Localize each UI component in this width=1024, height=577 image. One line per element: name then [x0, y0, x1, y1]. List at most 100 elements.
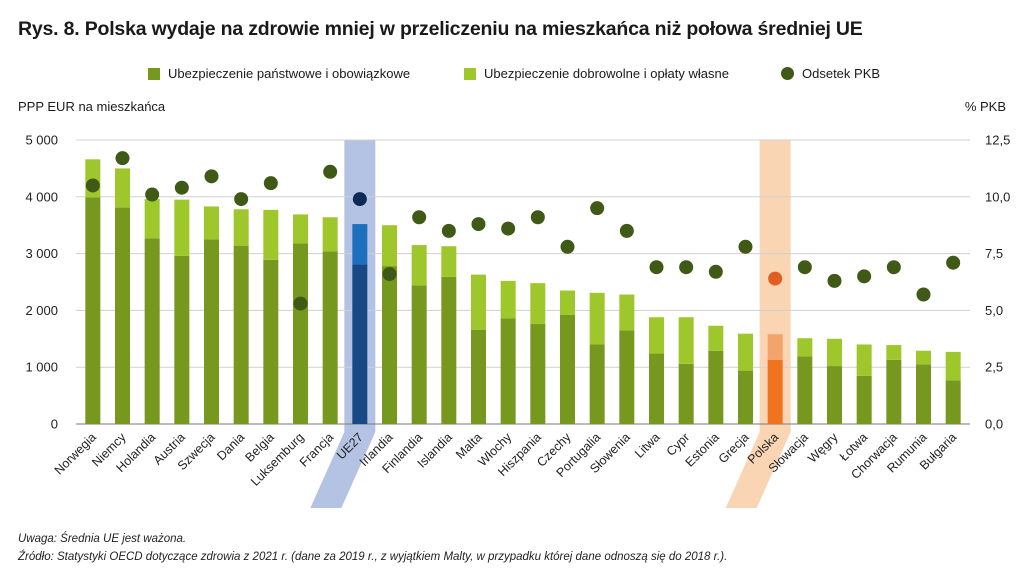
x-tick-label: Węgry [805, 430, 841, 466]
bar-voluntary [945, 351, 961, 381]
bar-public [263, 259, 279, 424]
legend-item-public: Ubezpieczenie państwowe i obowiązkowe [148, 66, 410, 81]
bar-public [115, 207, 130, 424]
bar-voluntary [293, 214, 308, 244]
bar-voluntary [352, 224, 368, 265]
y2-tick-label: 7,5 [985, 246, 1003, 261]
point-gdp [412, 210, 427, 225]
point-gdp [174, 180, 189, 195]
note-source: Źródło: Statystyki OECD dotyczące zdrowi… [18, 551, 728, 563]
bar-voluntary [797, 338, 813, 357]
y2-tick-label: 2,5 [985, 360, 1003, 375]
bar-public [293, 243, 308, 424]
bar-public [560, 314, 575, 424]
bar-voluntary [916, 350, 931, 365]
y2-tick-label: 5,0 [985, 303, 1003, 318]
point-gdp [797, 260, 812, 275]
y-tick-label: 5 000 [25, 133, 58, 148]
bar-voluntary [589, 292, 605, 345]
bar-voluntary [619, 294, 635, 331]
point-gdp [708, 264, 723, 279]
bar-public [322, 251, 338, 424]
bar-voluntary [233, 209, 249, 246]
legend-swatch-voluntary [464, 67, 476, 80]
legend-swatch-gdp [781, 67, 794, 80]
point-gdp [560, 239, 575, 254]
point-gdp [382, 267, 397, 282]
point-gdp [649, 260, 664, 275]
bar-voluntary [322, 217, 338, 252]
bar-voluntary [678, 317, 694, 364]
bar-public [856, 375, 872, 424]
point-gdp [886, 260, 901, 275]
point-gdp [115, 151, 130, 166]
bar-voluntary [115, 168, 130, 208]
bar-voluntary [767, 334, 783, 360]
point-gdp [145, 187, 160, 202]
bar-public [767, 359, 783, 424]
bar-public [827, 366, 842, 424]
y2-tick-label: 10,0 [985, 189, 1010, 204]
bar-public [886, 359, 902, 424]
legend-swatch-public [148, 67, 160, 80]
bar-voluntary [144, 199, 160, 239]
legend-item-voluntary: Ubezpieczenie dobrowolne i opłaty własne [464, 66, 729, 81]
bar-public [233, 245, 249, 424]
bar-public [441, 276, 457, 424]
x-tick-label: Grecja [716, 430, 752, 466]
point-gdp [946, 255, 961, 270]
y-axis-title: PPP EUR na mieszkańca [18, 99, 166, 114]
legend-label-public: Ubezpieczenie państwowe i obowiązkowe [168, 66, 411, 81]
bar-voluntary [649, 317, 664, 354]
bar-public [471, 329, 486, 424]
bar-voluntary [471, 274, 486, 330]
y-tick-label: 0 [51, 417, 58, 432]
point-gdp [293, 296, 308, 311]
legend-label-gdp: Odsetek PKB [802, 66, 881, 81]
bar-voluntary [441, 246, 457, 277]
point-gdp [501, 221, 516, 236]
bar-public [738, 370, 753, 424]
note-weighted: Uwaga: Średnia UE jest ważona. [18, 533, 187, 545]
bar-public [619, 330, 635, 424]
point-gdp [530, 210, 545, 225]
point-gdp [738, 239, 753, 254]
y2-tick-label: 0,0 [985, 417, 1003, 432]
bar-voluntary [174, 199, 190, 256]
point-gdp [471, 217, 486, 232]
x-tick-label: Norwegia [52, 430, 99, 477]
point-gdp [263, 176, 278, 191]
bar-voluntary [738, 333, 753, 371]
bar-public [85, 197, 101, 424]
bar-voluntary [856, 344, 872, 376]
chart-title: Rys. 8. Polska wydaje na zdrowie mniej w… [18, 18, 863, 40]
legend: Ubezpieczenie państwowe i obowiązkowe Ub… [0, 66, 1024, 86]
bar-voluntary [500, 280, 516, 319]
y-tick-label: 3 000 [25, 246, 58, 261]
bar-voluntary [530, 283, 546, 325]
bar-public [589, 344, 605, 424]
bar-public [352, 264, 368, 424]
point-gdp [768, 271, 783, 286]
bar-voluntary [263, 209, 279, 260]
bar-public [797, 356, 813, 424]
y2-tick-label: 12,5 [985, 133, 1010, 148]
point-gdp [916, 287, 931, 302]
point-gdp [827, 273, 842, 288]
point-gdp [590, 201, 605, 216]
bar-public [500, 318, 516, 424]
y2-axis-title: % PKB [964, 99, 1006, 114]
bar-voluntary [886, 345, 902, 360]
bar-voluntary [382, 225, 397, 267]
bar-public [945, 380, 961, 424]
bar-public [144, 238, 160, 424]
x-tick-label: Dania [214, 430, 247, 463]
point-gdp [857, 269, 872, 284]
bar-public [174, 255, 190, 424]
bar-voluntary [411, 245, 427, 286]
x-tick-label: Estonia [683, 430, 722, 469]
point-gdp [85, 178, 100, 193]
y-tick-label: 1 000 [25, 360, 58, 375]
legend-item-gdp: Odsetek PKB [781, 66, 880, 81]
